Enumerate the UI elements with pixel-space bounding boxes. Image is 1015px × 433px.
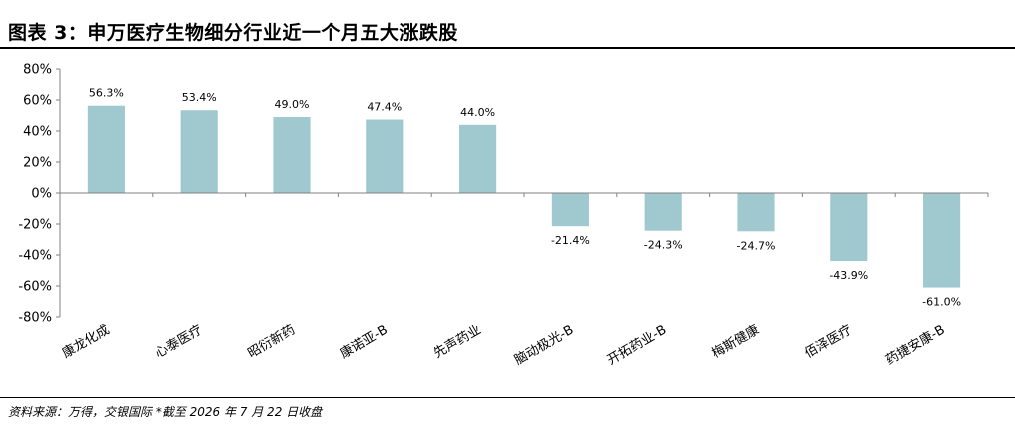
data-label: -24.7% <box>737 239 776 252</box>
bar <box>366 119 404 193</box>
bar <box>737 193 775 232</box>
category-label: 佰泽医疗 <box>802 322 855 361</box>
data-label: 44.0% <box>460 106 495 119</box>
title-divider <box>0 47 1015 49</box>
data-label: 56.3% <box>89 87 124 100</box>
y-tick-label: 0% <box>31 187 52 202</box>
data-label: -43.9% <box>829 269 868 282</box>
data-labels-group: 56.3% 53.4% 49.0% 47.4% 44.0% -21.4% -24.3% -24… <box>89 87 961 309</box>
bar <box>459 124 497 193</box>
data-label: 53.4% <box>182 91 217 104</box>
category-label: 康龙化成 <box>59 322 112 362</box>
bar <box>87 105 125 193</box>
category-label: 脑动极光-B <box>512 322 576 368</box>
chart-title: 图表 3：申万医疗生物细分行业近一个月五大涨跌股 <box>8 22 458 44</box>
category-label: 先声药业 <box>431 322 484 361</box>
bar <box>644 193 682 231</box>
bar <box>830 193 868 262</box>
source-divider <box>0 397 1015 398</box>
bars-group <box>59 105 989 288</box>
y-axis: 80% 60% 40% 20% 0% -20% -40% -60% -80% <box>18 63 61 326</box>
data-label: 47.4% <box>367 101 402 114</box>
category-label: 药捷安康-B <box>883 322 948 369</box>
data-label: -21.4% <box>551 234 590 247</box>
bar <box>923 193 961 288</box>
category-label: 开拓药业-B <box>605 322 669 368</box>
category-label: 心泰医疗 <box>153 322 206 361</box>
data-label: 49.0% <box>275 98 310 111</box>
bar <box>180 110 218 193</box>
y-tick-label: 20% <box>23 156 52 171</box>
y-tick-label: 60% <box>23 94 52 109</box>
category-label: 梅斯健康 <box>709 322 762 362</box>
bar <box>273 117 311 193</box>
source-note: 资料来源：万得，交银国际 *截至 2026 年 7 月 22 日收盘 <box>8 405 323 419</box>
category-label: 康诺亚-B <box>337 322 391 362</box>
data-label: -61.0% <box>922 296 961 309</box>
data-label: -24.3% <box>644 239 683 252</box>
category-labels-group: 康龙化成 心泰医疗 昭衍新药 康诺亚-B 先声药业 脑动极光-B 开拓药业-B 梅斯健康 佰泽医… <box>59 322 947 369</box>
y-tick-label: 40% <box>23 125 52 140</box>
bar-chart: 80% 60% 40% 20% 0% -20% -40% -60% -80% 56.3% 53.4… <box>18 63 989 369</box>
category-label: 昭衍新药 <box>245 322 298 362</box>
y-tick-label: -40% <box>18 249 52 264</box>
y-tick-label: -20% <box>18 218 52 233</box>
y-tick-label: -60% <box>18 280 52 295</box>
bar <box>551 193 589 227</box>
y-tick-label: 80% <box>23 63 52 78</box>
y-tick-label: -80% <box>18 311 52 326</box>
